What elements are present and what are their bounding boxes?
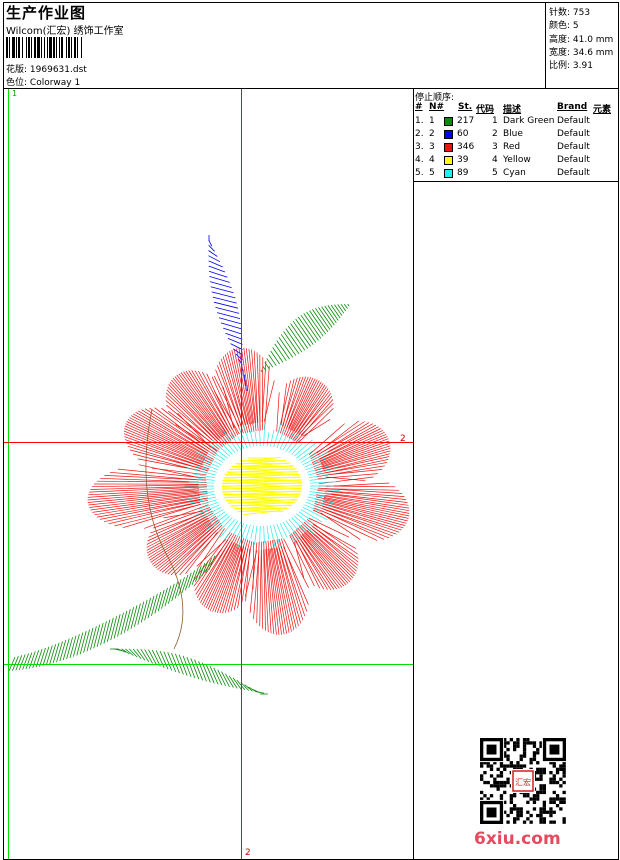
guide-label-right: 2	[400, 434, 406, 444]
row-needle: 2	[429, 129, 435, 139]
row-brand: Default	[557, 129, 590, 139]
row-code: 2	[492, 129, 498, 139]
design-file: 1969631.dst	[29, 65, 87, 75]
row-code: 5	[492, 168, 498, 178]
row-brand: Default	[557, 116, 590, 126]
row-code: 1	[492, 116, 498, 126]
row-index: 3.	[415, 142, 424, 152]
design-label: 花版:	[6, 65, 28, 75]
qr-code: 汇宏	[480, 738, 566, 824]
header-divider	[3, 88, 619, 89]
row-index: 1.	[415, 116, 424, 126]
row-code: 3	[492, 142, 498, 152]
thread-color-swatch	[444, 143, 453, 152]
row-index: 5.	[415, 168, 424, 178]
thread-color-swatch	[444, 156, 453, 165]
row-description: Dark Green	[503, 116, 555, 126]
stop-sequence-panel: 停止顺序: # N# St. 代码 描述 Brand 元素 1. 1 217 1 Dar…	[415, 89, 619, 181]
row-needle: 3	[429, 142, 435, 152]
row-index: 2.	[415, 129, 424, 139]
col-brand: Brand	[557, 102, 588, 112]
legend-row: 3. 3 346 3 Red Default	[415, 142, 619, 155]
qr-stamp-seal	[512, 770, 534, 792]
design-scale: 比例: 3.91	[549, 61, 593, 71]
row-needle: 5	[429, 168, 435, 178]
row-index: 4.	[415, 155, 424, 165]
page-title: 生产作业图	[6, 4, 87, 22]
row-description: Cyan	[503, 168, 526, 178]
row-stitches: 89	[457, 168, 469, 178]
colorway-value: Colorway 1	[29, 78, 81, 88]
col-code: 代码	[476, 105, 495, 115]
legend-row: 1. 1 217 1 Dark Green Default	[415, 116, 619, 129]
design-width: 宽度: 34.6 mm	[549, 48, 614, 58]
thread-color-swatch	[444, 130, 453, 139]
row-description: Yellow	[503, 155, 531, 165]
legend-panel-bottom	[413, 181, 619, 182]
legend-row: 2. 2 60 2 Blue Default	[415, 129, 619, 142]
col-element: 元素	[593, 105, 612, 115]
guide-label-top: 1	[12, 89, 17, 98]
thread-color-swatch	[444, 117, 453, 126]
thread-color-swatch	[444, 169, 453, 178]
row-brand: Default	[557, 155, 590, 165]
watermark-logo: 6xiu.com	[474, 829, 561, 849]
barcode	[6, 37, 82, 58]
legend-row: 5. 5 89 5 Cyan Default	[415, 168, 619, 181]
stitch-count: 针数: 753	[549, 8, 591, 18]
row-stitches: 346	[457, 142, 475, 152]
row-brand: Default	[557, 142, 590, 152]
col-needle: N#	[429, 102, 445, 112]
design-file-line: 花版: 1969631.dst	[6, 62, 87, 75]
row-needle: 4	[429, 155, 435, 165]
legend-row: 4. 4 39 4 Yellow Default	[415, 155, 619, 168]
qr-stamp-text: 汇宏	[515, 777, 531, 787]
row-description: Red	[503, 142, 521, 152]
stop-sequence-title: 停止顺序:	[415, 93, 455, 103]
colorway-line: 色位: Colorway 1	[6, 75, 80, 88]
row-stitches: 39	[457, 155, 469, 165]
company-name: Wilcom(汇宏) 绣饰工作室	[6, 26, 124, 37]
col-stitches: St.	[458, 102, 473, 112]
col-description: 描述	[503, 105, 522, 115]
row-brand: Default	[557, 168, 590, 178]
col-index: #	[415, 102, 423, 112]
design-height: 高度: 41.0 mm	[549, 35, 614, 45]
row-description: Blue	[503, 129, 523, 139]
color-count: 颜色: 5	[549, 21, 579, 31]
colorway-label: 色位:	[6, 78, 28, 88]
row-stitches: 217	[457, 116, 475, 126]
embroidery-canvas: 1 2 2	[4, 89, 413, 859]
row-code: 4	[492, 155, 498, 165]
row-stitches: 60	[457, 129, 469, 139]
guide-label-bottom: 2	[245, 848, 251, 858]
legend-header: # N# St. 代码 描述 Brand 元素	[415, 102, 619, 115]
legend-panel-divider	[413, 88, 414, 860]
row-needle: 1	[429, 116, 435, 126]
stats-divider	[545, 2, 546, 88]
